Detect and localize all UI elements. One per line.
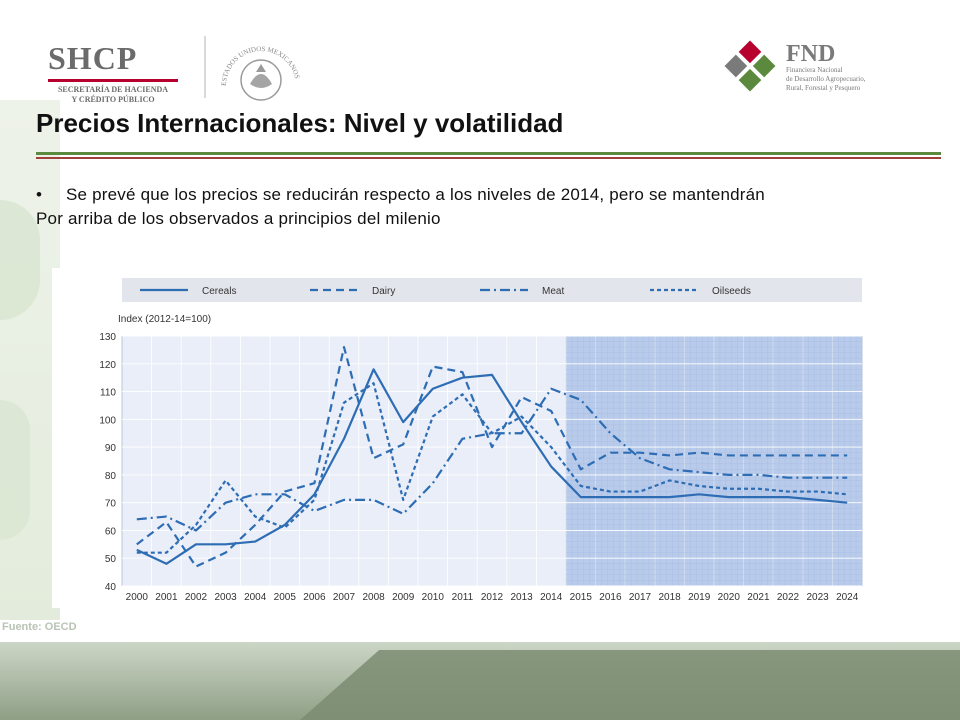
price-index-chart: 40 50 60 70 80 90 100 110 120 130 2000 2001 2002 2003… <box>99 278 863 603</box>
shcp-name: SHCP <box>48 40 138 76</box>
y-tick-label: 70 <box>105 499 117 510</box>
y-tick-label: 50 <box>105 554 117 565</box>
y-tick-label: 110 <box>100 388 116 399</box>
x-tick-label: 2009 <box>392 592 415 603</box>
x-tick-label: 2012 <box>481 592 504 603</box>
x-tick-label: 2011 <box>452 592 474 603</box>
shcp-logo: SHCP SECRETARÍA DE HACIENDA Y CRÉDITO PÚ… <box>48 40 188 104</box>
y-tick-label: 90 <box>105 443 117 454</box>
y-tick-label: 60 <box>105 526 117 537</box>
x-tick-label: 2005 <box>274 592 297 603</box>
y-tick-label: 40 <box>105 582 117 593</box>
x-tick-label: 2014 <box>540 592 563 603</box>
x-tick-label: 2008 <box>362 592 385 603</box>
title-rule-green <box>36 152 941 155</box>
fnd-name: FND <box>786 41 836 67</box>
x-tick-label: 2001 <box>155 592 178 603</box>
y-tick-label: 120 <box>99 360 116 371</box>
x-tick-label: 2002 <box>185 592 208 603</box>
x-tick-label: 2000 <box>126 592 149 603</box>
legend-label: Dairy <box>372 286 395 297</box>
y-tick-label: 130 <box>99 332 116 343</box>
y-axis-label: Index (2012-14=100) <box>118 314 211 325</box>
x-tick-label: 2017 <box>629 592 652 603</box>
slide-title: Precios Internacionales: Nivel y volatil… <box>36 108 564 138</box>
bullet-dot: • <box>36 185 43 204</box>
shcp-subtitle-2: Y CRÉDITO PÚBLICO <box>71 95 155 104</box>
title-rule-red <box>36 157 941 159</box>
y-tick-label: 100 <box>99 415 116 426</box>
x-tick-label: 2019 <box>688 592 711 603</box>
x-tick-label: 2010 <box>422 592 445 603</box>
x-tick-label: 2023 <box>806 592 829 603</box>
fnd-subtitle-1: Financiera Nacional <box>786 66 843 74</box>
fnd-subtitle-3: Rural, Forestal y Pesquero <box>786 84 861 92</box>
legend-box <box>122 278 862 302</box>
x-tick-label: 2020 <box>718 592 741 603</box>
y-tick-label: 80 <box>105 471 117 482</box>
leaf-decoration <box>0 400 30 540</box>
legend-label: Cereals <box>202 286 236 297</box>
x-tick-label: 2021 <box>747 592 770 603</box>
fnd-mark-icon <box>724 40 776 92</box>
source-note: Fuente: OECD <box>2 621 77 633</box>
bullet-line-1: Se prevé que los precios se reducirán re… <box>66 185 765 204</box>
shcp-subtitle-1: SECRETARÍA DE HACIENDA <box>57 85 169 94</box>
bullet-line-2: Por arriba de los observados a principio… <box>36 209 441 228</box>
x-tick-label: 2007 <box>333 592 356 603</box>
fnd-subtitle-2: de Desarrollo Agropecuario, <box>786 75 866 83</box>
x-tick-label: 2015 <box>570 592 593 603</box>
x-tick-label: 2003 <box>214 592 237 603</box>
leaf-decoration <box>0 200 40 320</box>
x-tick-label: 2022 <box>777 592 800 603</box>
x-tick-label: 2004 <box>244 592 267 603</box>
x-tick-label: 2006 <box>303 592 326 603</box>
x-tick-label: 2018 <box>658 592 681 603</box>
legend-label: Meat <box>542 286 564 297</box>
x-tick-label: 2024 <box>836 592 859 603</box>
mexico-seal-icon: ESTADOS UNIDOS MEXICANOS <box>220 45 301 101</box>
bottom-band-dark <box>300 650 960 720</box>
left-decoration <box>0 100 60 620</box>
x-tick-label: 2013 <box>510 592 533 603</box>
chart-container: 40 50 60 70 80 90 100 110 120 130 2000 2001 2002 2003… <box>52 268 872 608</box>
fnd-logo: FND Financiera Nacional de Desarrollo Ag… <box>720 36 920 106</box>
x-tick-label: 2016 <box>599 592 622 603</box>
bullet-text: • Se prevé que los precios se reducirán r… <box>36 183 951 231</box>
shcp-rule <box>48 79 178 82</box>
legend-label: Oilseeds <box>712 286 751 297</box>
logo-divider <box>204 36 206 98</box>
